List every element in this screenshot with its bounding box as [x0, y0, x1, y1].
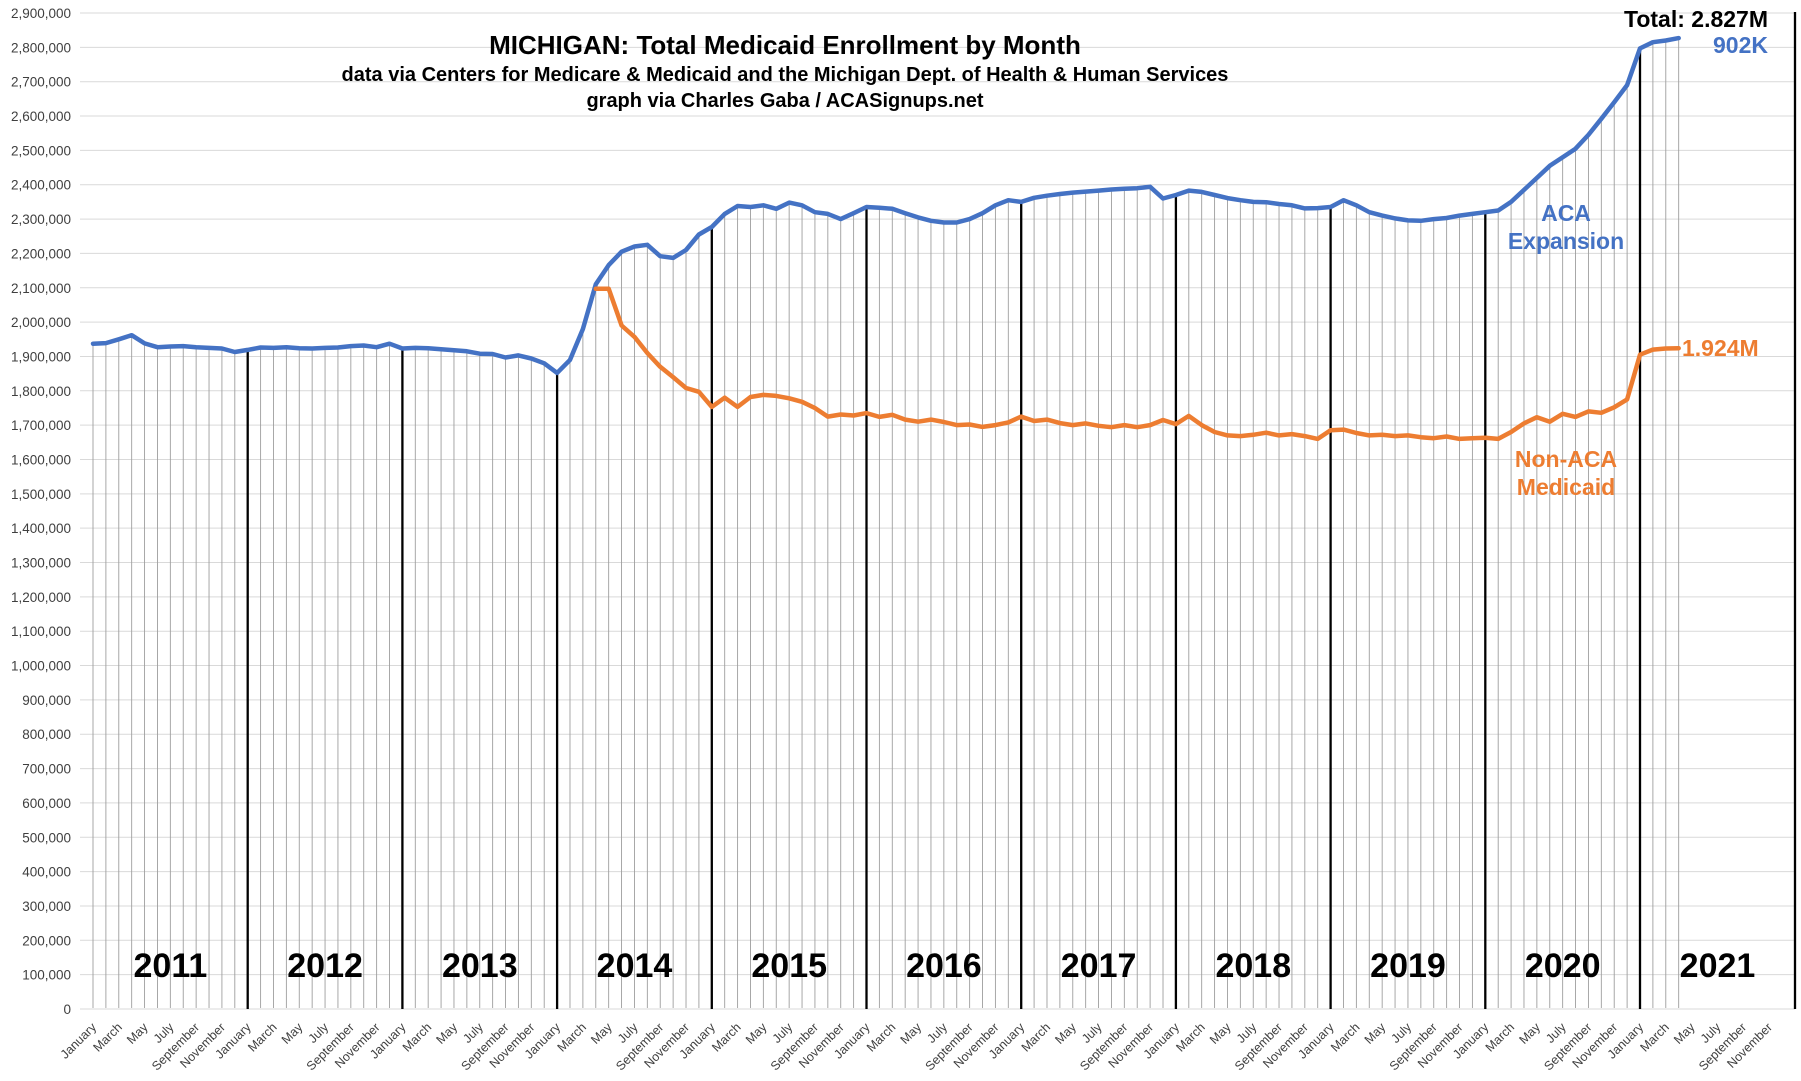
y-tick-label: 300,000 [22, 899, 71, 914]
y-tick-label: 2,700,000 [11, 75, 71, 90]
y-tick-label: 2,800,000 [11, 40, 71, 55]
y-tick-label: 800,000 [22, 727, 71, 742]
y-tick-label: 1,800,000 [11, 384, 71, 399]
y-tick-label: 1,600,000 [11, 452, 71, 467]
x-tick-label: March [245, 1020, 279, 1054]
y-tick-label: 1,300,000 [11, 556, 71, 571]
month-droplines [92, 40, 1680, 1008]
y-tick-label: 900,000 [22, 693, 71, 708]
y-tick-label: 400,000 [22, 865, 71, 880]
y-tick-label: 1,400,000 [11, 521, 71, 536]
x-tick-label: March [90, 1020, 124, 1054]
x-tick-label: May [1671, 1020, 1698, 1047]
y-tick-label: 2,600,000 [11, 109, 71, 124]
chart-title: MICHIGAN: Total Medicaid Enrollment by M… [489, 30, 1081, 60]
year-label: 2021 [1680, 947, 1756, 985]
x-tick-label: March [1173, 1020, 1207, 1054]
chart-subtitle-source: data via Centers for Medicare & Medicaid… [342, 64, 1229, 86]
year-label: 2013 [442, 947, 518, 985]
x-tick-label: May [898, 1020, 925, 1047]
y-tick-label: 700,000 [22, 762, 71, 777]
x-tick-label: March [400, 1020, 434, 1054]
total-medicaid-line [90, 35, 1681, 376]
x-tick-label: May [124, 1020, 151, 1047]
y-tick-label: 1,000,000 [11, 659, 71, 674]
y-tick-label: 500,000 [22, 830, 71, 845]
x-tick-label: March [1483, 1020, 1517, 1054]
x-tick-label: May [1207, 1020, 1234, 1047]
x-tick-label: May [434, 1020, 461, 1047]
x-tick-label: March [1637, 1020, 1671, 1054]
aca-expansion-label-line2: Expansion [1508, 228, 1624, 254]
x-tick-label: May [1362, 1020, 1389, 1047]
total-value-annotation: Total: 2.827M [1624, 6, 1768, 32]
y-tick-label: 100,000 [22, 968, 71, 983]
y-tick-label: 2,900,000 [11, 6, 71, 21]
year-label: 2019 [1370, 947, 1446, 985]
y-tick-label: 1,100,000 [11, 624, 71, 639]
y-tick-label: 2,300,000 [11, 212, 71, 227]
nonaca-label-line2: Medicaid [1517, 474, 1615, 500]
y-tick-label: 2,500,000 [11, 143, 71, 158]
nonaca-medicaid-line [593, 286, 1681, 442]
x-tick-label: March [1019, 1020, 1053, 1054]
x-tick-label: May [588, 1020, 615, 1047]
y-tick-label: 2,400,000 [11, 178, 71, 193]
year-label: 2012 [287, 947, 363, 985]
y-tick-label: 600,000 [22, 796, 71, 811]
x-tick-label: May [1516, 1020, 1543, 1047]
x-tick-label: May [279, 1020, 306, 1047]
x-tick-label: March [1328, 1020, 1362, 1054]
year-labels: 2011 2012 2013 2014 2015 2016 2017 2018 2019 2020… [134, 947, 1756, 985]
y-tick-label: 1,900,000 [11, 349, 71, 364]
x-tick-label: May [743, 1020, 770, 1047]
nonaca-value-annotation: 1.924M [1682, 335, 1759, 361]
x-tick-label: March [864, 1020, 898, 1054]
y-tick-label: 1,200,000 [11, 590, 71, 605]
nonaca-label-line1: Non-ACA [1515, 446, 1617, 472]
year-separators [246, 12, 1797, 1009]
y-tick-label: 2,000,000 [11, 315, 71, 330]
year-label: 2011 [134, 947, 208, 985]
year-label: 2020 [1525, 947, 1601, 985]
y-tick-label: 2,200,000 [11, 246, 71, 261]
x-tick-label: March [709, 1020, 743, 1054]
year-label: 2015 [751, 947, 827, 985]
series-lines [90, 35, 1681, 442]
year-label: 2018 [1215, 947, 1291, 985]
y-tick-label: 1,500,000 [11, 487, 71, 502]
y-tick-label: 1,700,000 [11, 418, 71, 433]
y-tick-label: 200,000 [22, 933, 71, 948]
year-label: 2016 [906, 947, 982, 985]
aca-expansion-label-line1: ACA [1541, 200, 1591, 226]
x-tick-label: May [1052, 1020, 1079, 1047]
year-label: 2014 [597, 947, 673, 985]
x-tick-label: March [555, 1020, 589, 1054]
expansion-value-annotation: 902K [1713, 32, 1768, 58]
y-tick-label: 0 [63, 1002, 71, 1017]
chart-subtitle-credit: graph via Charles Gaba / ACASignups.net [586, 90, 983, 112]
horizontal-gridlines [80, 12, 1795, 1010]
y-axis-labels: 0 100,000 200,000 300,000 400,000 500,000 600,… [11, 6, 71, 1017]
year-label: 2017 [1061, 947, 1137, 985]
y-tick-label: 2,100,000 [11, 281, 71, 296]
